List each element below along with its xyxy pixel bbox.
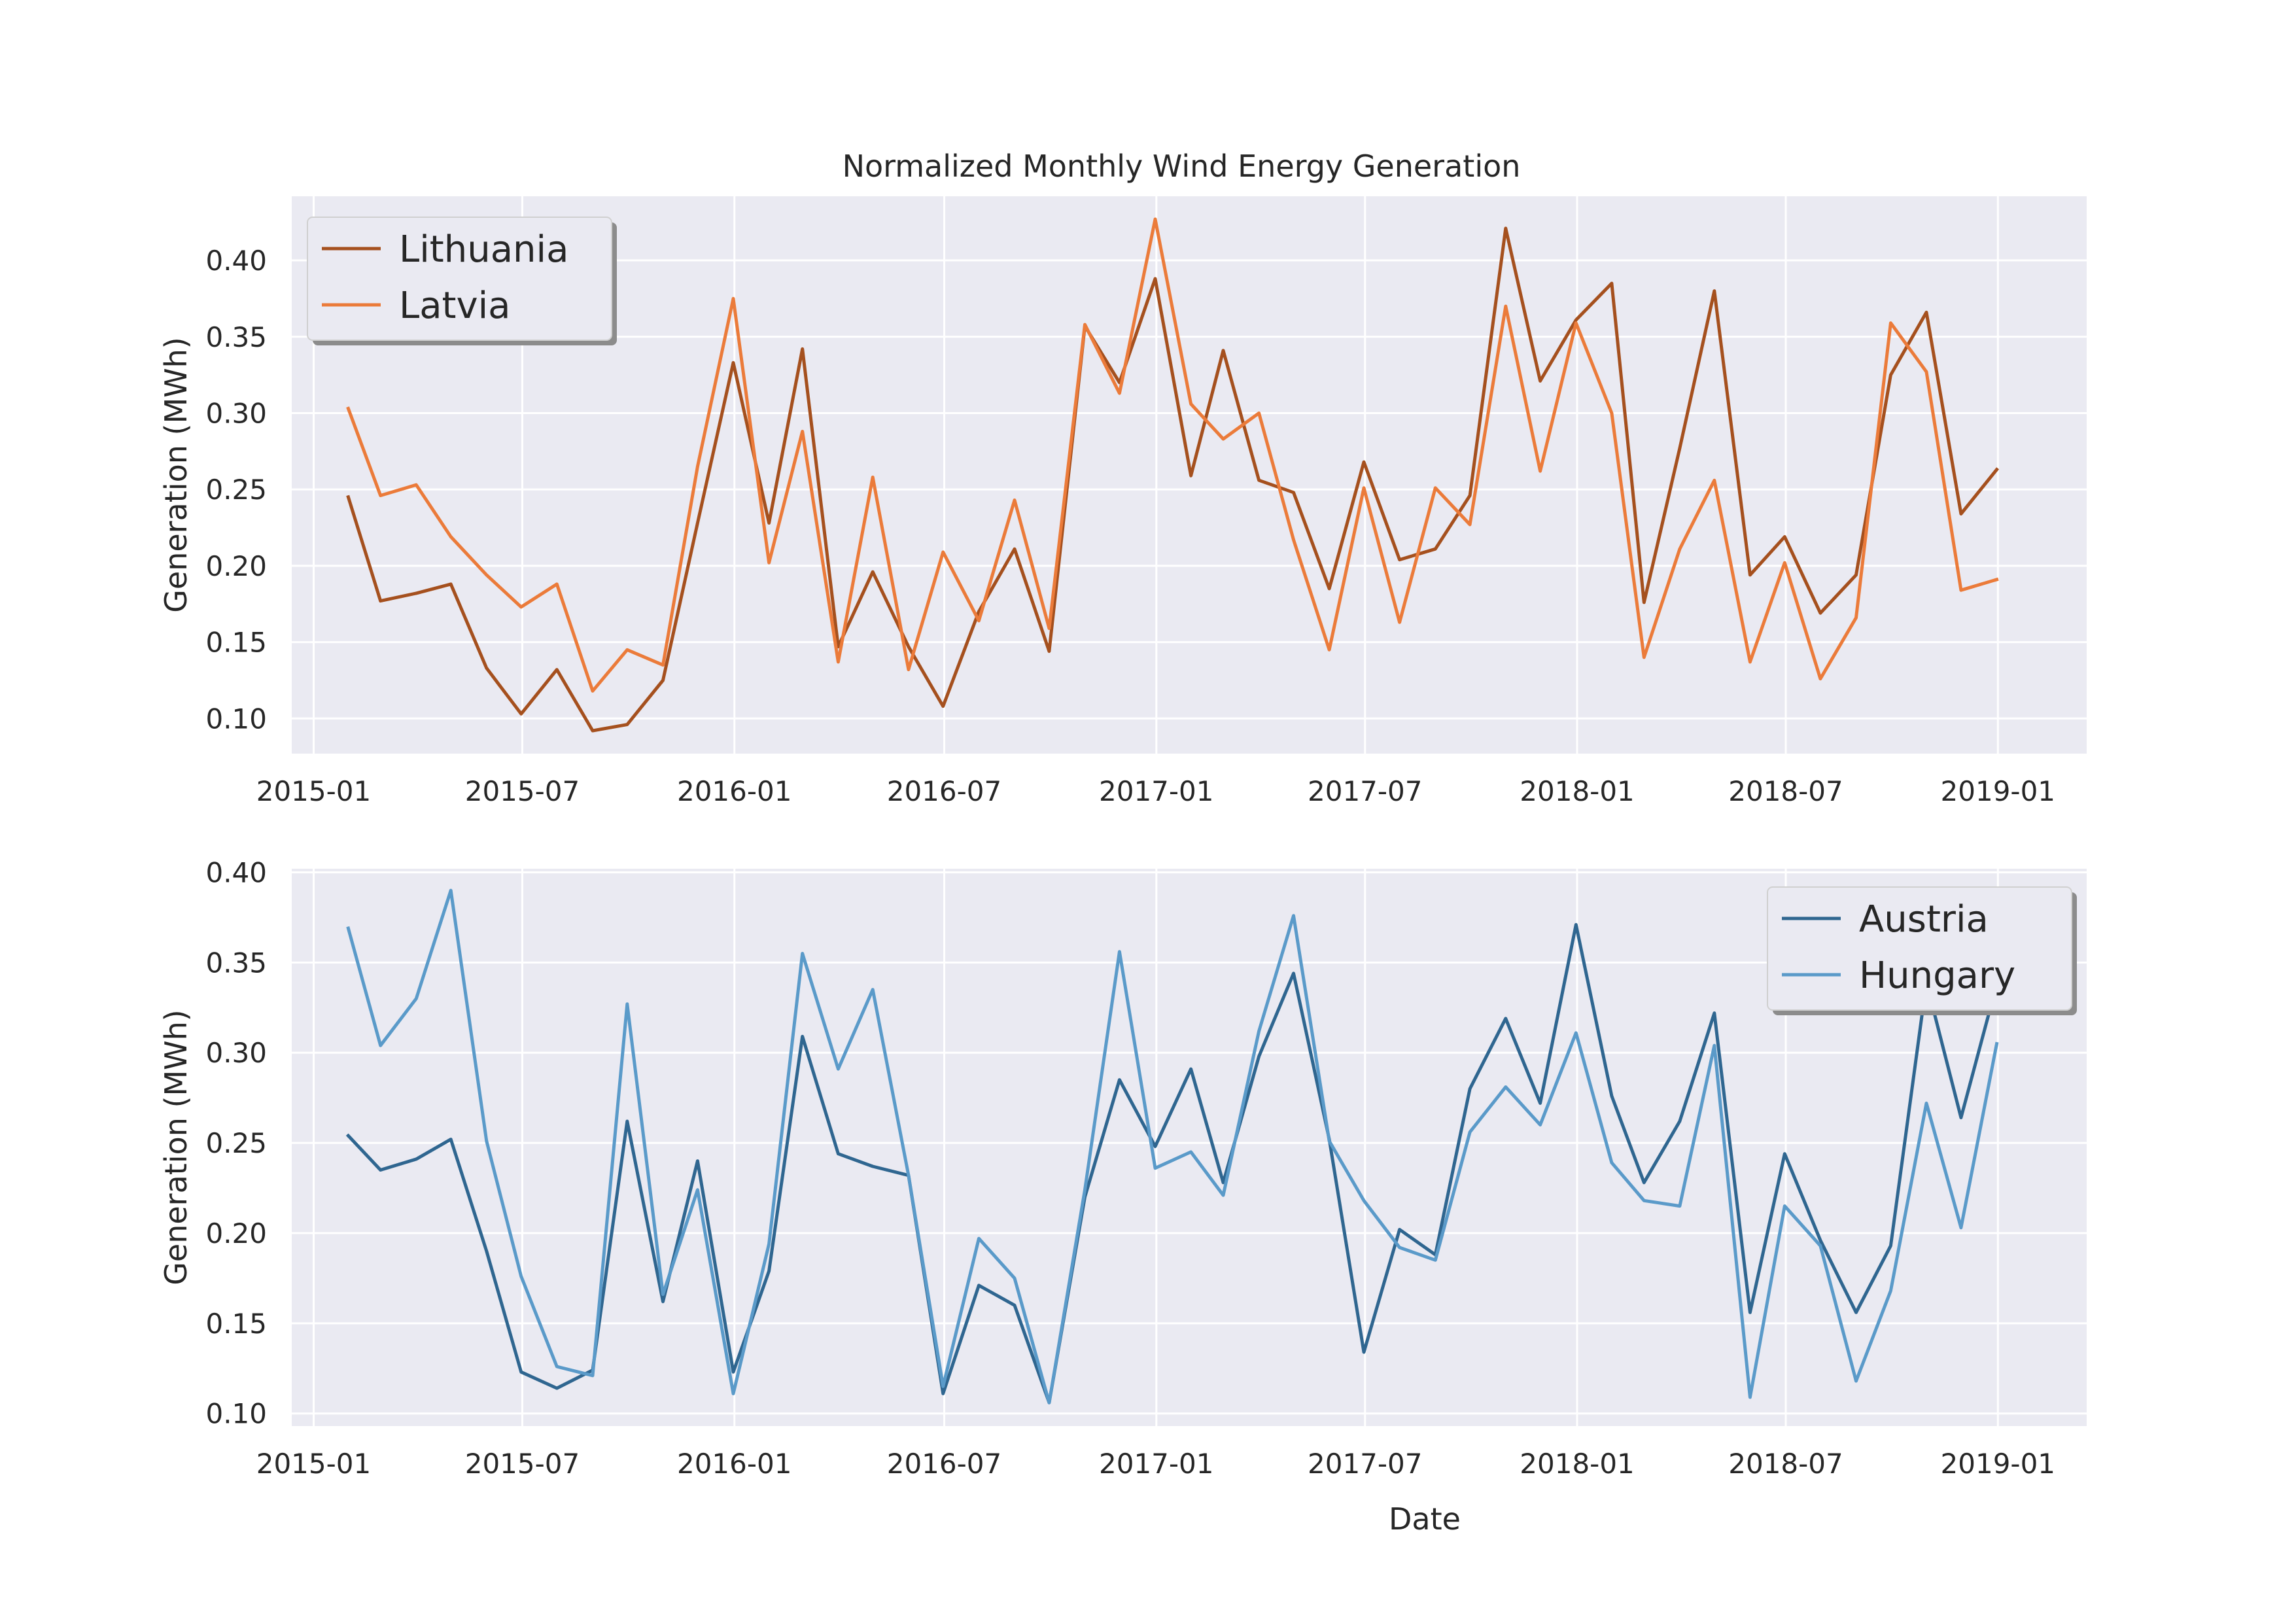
x-tick-label: 2018-01 bbox=[1520, 1448, 1635, 1480]
top-panel: 2015-01 2015-07 2016-01 2016-07 2017-01 2017-… bbox=[158, 196, 2087, 807]
y-tick-label: 0.40 bbox=[205, 245, 267, 277]
legend-label-latvia: Latvia bbox=[399, 285, 511, 327]
legend-frame bbox=[307, 217, 612, 341]
series-line-latvia bbox=[346, 217, 1999, 693]
legend-label-austria: Austria bbox=[1859, 898, 1989, 941]
y-tick-label: 0.15 bbox=[205, 1308, 267, 1340]
top-series bbox=[346, 217, 2000, 733]
x-tick-label: 2019-01 bbox=[1941, 775, 2056, 807]
y-tick-label: 0.35 bbox=[205, 321, 267, 353]
series-line-lithuania bbox=[346, 226, 2000, 733]
x-tick-label: 2016-01 bbox=[677, 1448, 792, 1480]
legend-label-hungary: Hungary bbox=[1859, 954, 2015, 997]
x-tick-label: 2017-01 bbox=[1099, 775, 1214, 807]
bottom-ticks: 2015-01 2015-07 2016-01 2016-07 2017-01 2017-… bbox=[205, 857, 2055, 1480]
legend-frame bbox=[1767, 886, 2072, 1011]
x-tick-label: 2017-07 bbox=[1308, 775, 1423, 807]
y-tick-label: 0.15 bbox=[205, 627, 267, 659]
bottom-legend: Austria Hungary bbox=[1767, 886, 2077, 1015]
x-tick-label: 2015-07 bbox=[465, 1448, 580, 1480]
x-axis-label: Date bbox=[1389, 1501, 1461, 1537]
y-tick-label: 0.25 bbox=[205, 1127, 267, 1159]
x-tick-label: 2017-07 bbox=[1308, 1448, 1423, 1480]
y-tick-label: 0.10 bbox=[205, 703, 267, 735]
y-tick-label: 0.10 bbox=[205, 1398, 267, 1430]
x-tick-label: 2016-07 bbox=[887, 775, 1002, 807]
x-tick-label: 2016-07 bbox=[887, 1448, 1002, 1480]
x-tick-label: 2017-01 bbox=[1099, 1448, 1214, 1480]
y-tick-label: 0.30 bbox=[205, 1037, 267, 1069]
y-tick-label: 0.25 bbox=[205, 474, 267, 506]
x-tick-label: 2018-01 bbox=[1520, 775, 1635, 807]
series-line-austria bbox=[345, 923, 1999, 1405]
bottom-series bbox=[345, 888, 1999, 1405]
bottom-panel: 2015-01 2015-07 2016-01 2016-07 2017-01 2017-… bbox=[158, 857, 2087, 1537]
series-line-hungary bbox=[346, 888, 1999, 1405]
x-tick-label: 2015-07 bbox=[465, 775, 580, 807]
bottom-y-axis-label: Generation (MWh) bbox=[158, 1009, 194, 1285]
y-tick-label: 0.35 bbox=[205, 947, 267, 979]
y-tick-label: 0.20 bbox=[205, 1217, 267, 1249]
x-tick-label: 2015-01 bbox=[256, 775, 372, 807]
x-tick-label: 2018-07 bbox=[1728, 775, 1843, 807]
y-tick-label: 0.40 bbox=[205, 857, 267, 889]
x-tick-label: 2018-07 bbox=[1728, 1448, 1843, 1480]
x-tick-label: 2016-01 bbox=[677, 775, 792, 807]
top-y-axis-label: Generation (MWh) bbox=[158, 337, 194, 612]
top-ticks: 2015-01 2015-07 2016-01 2016-07 2017-01 2017-… bbox=[205, 245, 2055, 807]
y-tick-label: 0.20 bbox=[205, 550, 267, 582]
legend-label-lithuania: Lithuania bbox=[399, 228, 568, 271]
top-legend: Lithuania Latvia bbox=[307, 217, 617, 345]
chart-title: Normalized Monthly Wind Energy Generatio… bbox=[843, 148, 1521, 184]
x-tick-label: 2019-01 bbox=[1941, 1448, 2056, 1480]
y-tick-label: 0.30 bbox=[205, 397, 267, 429]
x-tick-label: 2015-01 bbox=[256, 1448, 372, 1480]
